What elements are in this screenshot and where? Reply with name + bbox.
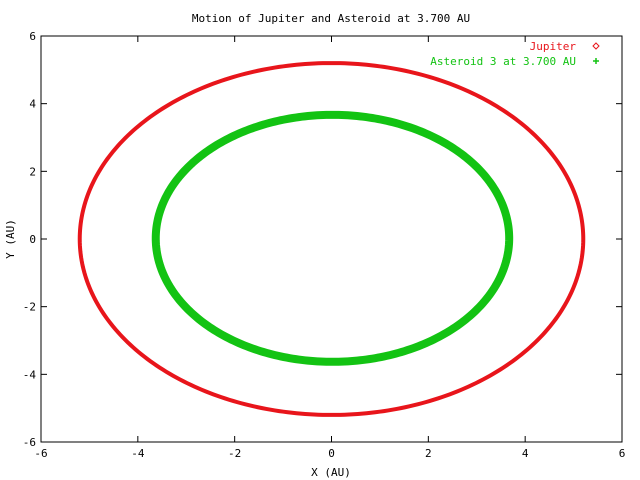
x-tick-label: -6 — [34, 447, 47, 460]
axis-ticks: -6 -4 -2 0 2 4 6 -6 -4 -2 0 2 4 6 — [23, 30, 626, 460]
orbit-asteroid — [151, 110, 514, 366]
y-tick-label: 4 — [29, 98, 36, 111]
y-tick-label: -2 — [23, 301, 36, 314]
x-tick-label: -2 — [228, 447, 241, 460]
plot-frame — [40, 35, 623, 443]
x-tick-label: 6 — [619, 447, 626, 460]
legend-diamond-marker — [592, 42, 600, 50]
legend-label: Jupiter — [530, 40, 577, 53]
x-axis-label: X (AU) — [311, 466, 351, 479]
legend-label: Asteroid 3 at 3.700 AU — [430, 55, 576, 68]
orbit-series — [77, 61, 586, 417]
y-axis-label: Y (AU) — [4, 219, 17, 259]
x-tick-label: 2 — [425, 447, 432, 460]
x-tick-label: 0 — [328, 447, 335, 460]
y-tick-label: 0 — [29, 233, 36, 246]
legend-plus-marker — [593, 58, 599, 64]
y-tick-label: -6 — [23, 436, 36, 449]
x-tick-label: -4 — [131, 447, 145, 460]
y-tick-label: -4 — [23, 368, 37, 381]
chart-title: Motion of Jupiter and Asteroid at 3.700 … — [192, 12, 470, 25]
x-tick-label: 4 — [522, 447, 529, 460]
orbit-jupiter — [77, 61, 586, 417]
legend: Jupiter Asteroid 3 at 3.700 AU — [430, 40, 600, 68]
y-tick-label: 6 — [29, 30, 36, 43]
y-tick-label: 2 — [29, 165, 36, 178]
